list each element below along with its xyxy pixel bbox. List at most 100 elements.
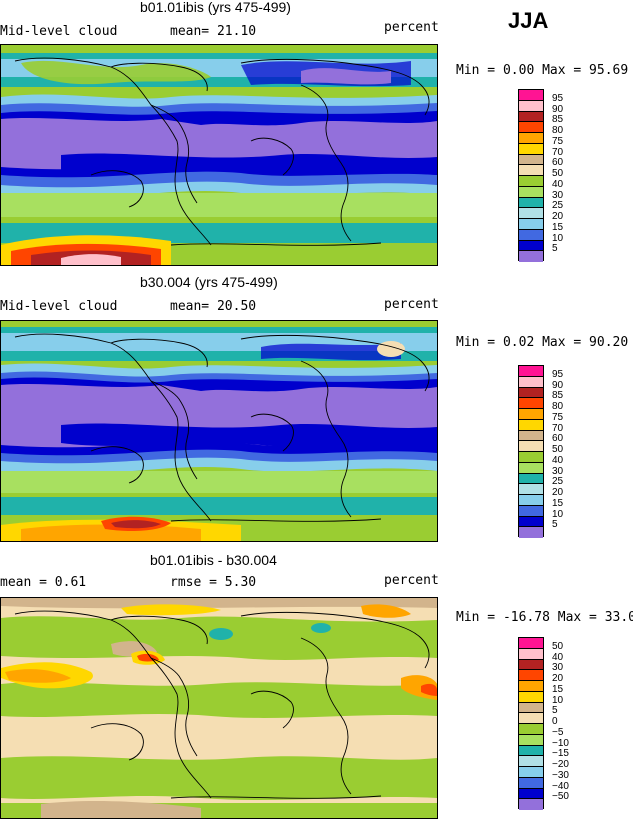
- colorbar-swatch: [519, 462, 543, 474]
- panel-3-minmax: Min = -16.78 Max = 33.05: [456, 610, 633, 625]
- colorbar-tick-label: −5: [552, 726, 564, 738]
- colorbar-tick-label: 10: [552, 232, 564, 244]
- colorbar-swatch: [519, 691, 543, 703]
- colorbar-swatch: [519, 122, 543, 133]
- colorbar-tick-label: −50: [552, 791, 569, 803]
- panel-1-variable-label: Mid-level cloud: [0, 24, 118, 39]
- colorbar-tick-label: 10: [552, 694, 564, 706]
- panel-1-mean: mean= 21.10: [170, 24, 257, 39]
- panel-2-title: b30.004 (yrs 475-499): [140, 274, 278, 290]
- colorbar-tick-label: 95: [552, 92, 564, 104]
- colorbar-tick-label: 90: [552, 379, 564, 391]
- colorbar-swatch: [519, 638, 543, 649]
- colorbar-swatch: [519, 527, 543, 538]
- panel-1-map: [0, 44, 438, 266]
- colorbar-tick-label: 20: [552, 673, 564, 684]
- colorbar-tick-label: 95: [552, 368, 564, 380]
- colorbar-tick-label: 5: [552, 705, 558, 717]
- colorbar-swatch: [519, 419, 543, 431]
- colorbar-tick-label: 20: [552, 487, 564, 498]
- colorbar-swatch: [519, 409, 543, 420]
- colorbar-tick-label: 60: [552, 157, 564, 169]
- colorbar-swatch: [519, 495, 543, 506]
- panel-1-title: b01.01ibis (yrs 475-499): [140, 0, 291, 15]
- colorbar-swatch: [519, 734, 543, 746]
- panel-2-minmax: Min = 0.02 Max = 90.20: [456, 335, 629, 350]
- panel-3-mean: mean = 0.61: [0, 575, 87, 590]
- colorbar-tick-label: 30: [552, 189, 564, 201]
- colorbar-swatch: [519, 756, 543, 767]
- colorbar-swatch: [519, 681, 543, 692]
- colorbar-tick-label: 50: [552, 168, 564, 179]
- colorbar-tick-label: 15: [552, 683, 564, 695]
- colorbar-tick-label: −15: [552, 748, 569, 760]
- colorbar-tick-label: 50: [552, 640, 564, 652]
- colorbar-swatch: [519, 219, 543, 230]
- colorbar-swatch: [519, 387, 543, 399]
- colorbar-tick-label: 5: [552, 519, 558, 531]
- colorbar-swatch: [519, 659, 543, 671]
- colorbar-tick-label: 15: [552, 497, 564, 509]
- colorbar-swatch: [519, 154, 543, 166]
- colorbar-tick-label: 40: [552, 651, 564, 663]
- colorbar-swatch: [519, 745, 543, 757]
- colorbar-tick-label: 5: [552, 243, 558, 255]
- colorbar-swatch: [519, 767, 543, 778]
- colorbar-tick-label: 70: [552, 146, 564, 158]
- colorbar-swatch: [519, 724, 543, 735]
- colorbar-tick-label: 40: [552, 178, 564, 190]
- colorbar-swatch: [519, 229, 543, 241]
- colorbar-tick-label: 50: [552, 444, 564, 455]
- colorbar-swatch: [519, 143, 543, 155]
- colorbar-tick-label: 25: [552, 200, 564, 212]
- colorbar-swatch: [519, 176, 543, 187]
- panel-3-colorbar: [518, 637, 544, 810]
- colorbar-swatch: [519, 473, 543, 485]
- colorbar-tick-label: 85: [552, 114, 564, 126]
- season-label: JJA: [508, 8, 549, 33]
- colorbar-swatch: [519, 484, 543, 495]
- panel-3-rmse: rmse = 5.30: [170, 575, 257, 590]
- panel-1-units: percent: [384, 20, 439, 35]
- panel-1-minmax: Min = 0.00 Max = 95.69: [456, 63, 629, 78]
- colorbar-tick-label: 75: [552, 135, 564, 147]
- colorbar-swatch: [519, 777, 543, 789]
- colorbar-swatch: [519, 702, 543, 714]
- colorbar-swatch: [519, 516, 543, 528]
- panel-2-units: percent: [384, 297, 439, 312]
- colorbar-tick-label: 25: [552, 476, 564, 488]
- colorbar-tick-label: −30: [552, 769, 569, 781]
- colorbar-tick-label: 30: [552, 662, 564, 674]
- colorbar-tick-label: 85: [552, 390, 564, 402]
- colorbar-swatch: [519, 251, 543, 262]
- panel-2-colorbar: [518, 365, 544, 538]
- colorbar-swatch: [519, 452, 543, 463]
- panel-2-map: [0, 320, 438, 542]
- colorbar-tick-label: 0: [552, 716, 558, 727]
- colorbar-tick-label: 40: [552, 454, 564, 466]
- colorbar-tick-label: 10: [552, 508, 564, 520]
- colorbar-tick-label: 75: [552, 411, 564, 423]
- panel-3-units: percent: [384, 573, 439, 588]
- colorbar-swatch: [519, 186, 543, 198]
- colorbar-tick-label: 60: [552, 433, 564, 445]
- colorbar-swatch: [519, 197, 543, 209]
- colorbar-tick-label: 80: [552, 125, 564, 136]
- panel-3-title: b01.01ibis - b30.004: [150, 552, 277, 568]
- colorbar-tick-label: 80: [552, 401, 564, 412]
- colorbar-swatch: [519, 100, 543, 112]
- colorbar-tick-label: −40: [552, 780, 569, 792]
- colorbar-tick-label: 20: [552, 211, 564, 222]
- colorbar-swatch: [519, 398, 543, 409]
- colorbar-swatch: [519, 240, 543, 252]
- colorbar-swatch: [519, 111, 543, 123]
- colorbar-swatch: [519, 505, 543, 517]
- colorbar-swatch: [519, 376, 543, 388]
- colorbar-tick-label: −10: [552, 737, 569, 749]
- colorbar-swatch: [519, 430, 543, 442]
- colorbar-tick-label: 70: [552, 422, 564, 434]
- colorbar-swatch: [519, 366, 543, 377]
- colorbar-tick-label: 30: [552, 465, 564, 477]
- colorbar-swatch: [519, 441, 543, 452]
- colorbar-swatch: [519, 648, 543, 660]
